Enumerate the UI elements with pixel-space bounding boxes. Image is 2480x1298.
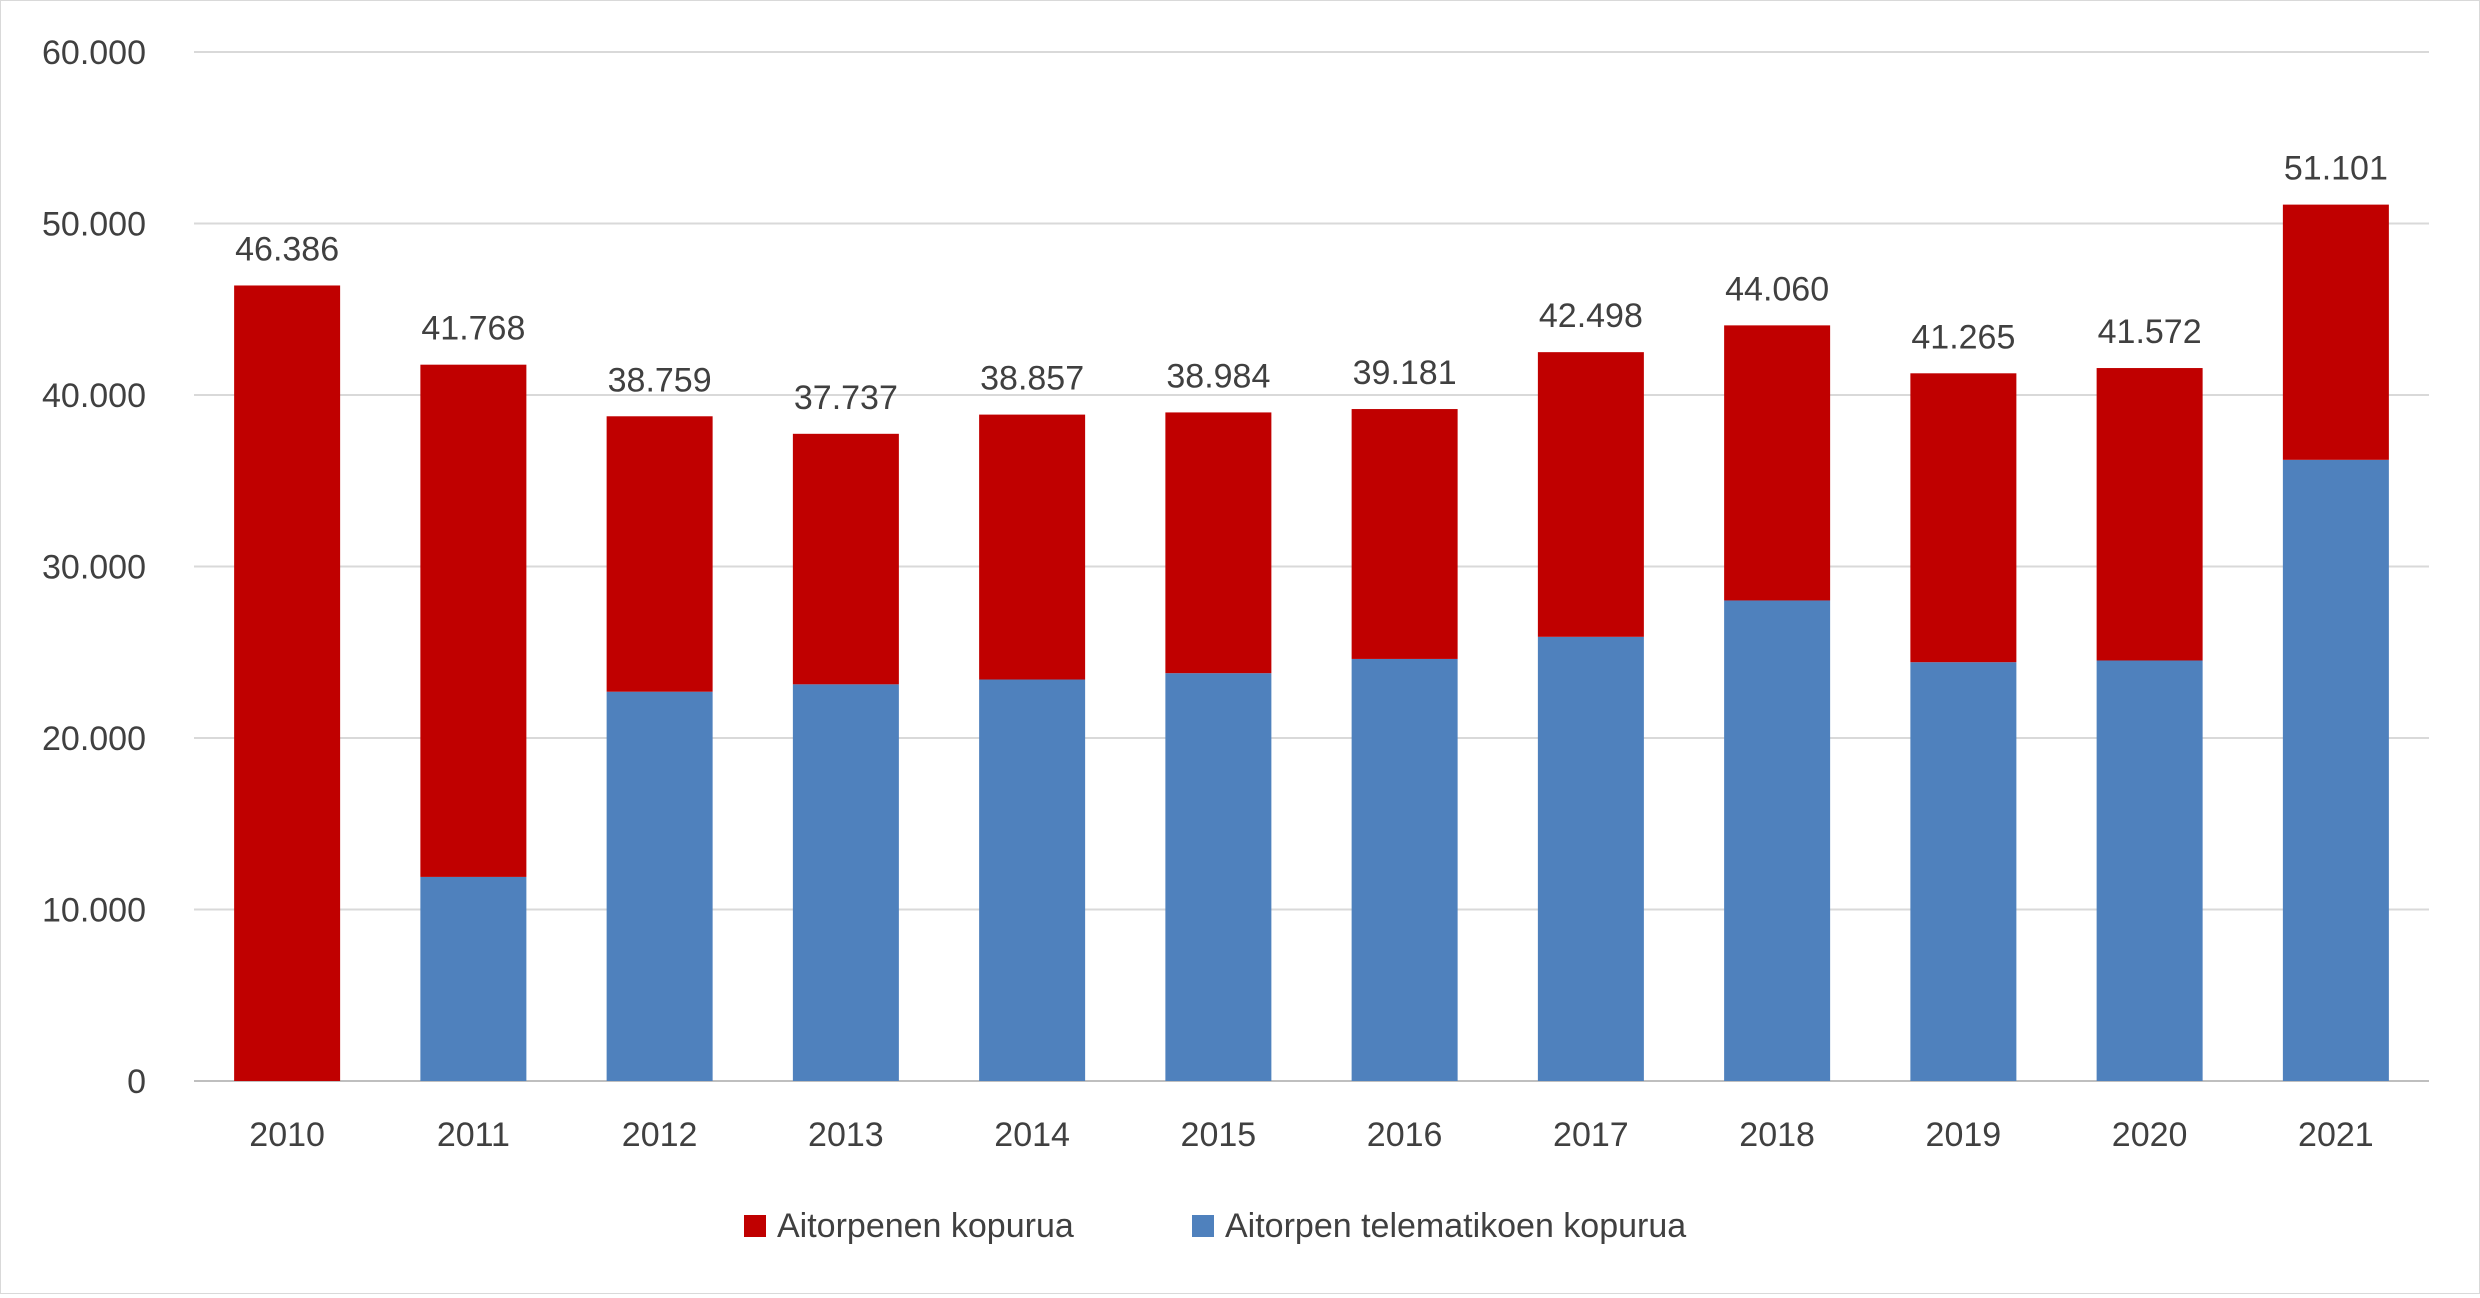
legend-label: Aitorpen telematikoen kopurua: [1225, 1207, 1686, 1245]
bar-total-2020: [2096, 368, 2203, 661]
bar-telematic-2014: [979, 679, 1086, 1081]
x-tick-label: 2014: [994, 1116, 1070, 1154]
y-tick-label: 30.000: [42, 549, 146, 587]
data-label: 37.737: [794, 379, 898, 417]
data-label: 38.759: [608, 361, 712, 399]
bar-total-2015: [1165, 412, 1272, 674]
bar-telematic-2013: [792, 684, 899, 1081]
y-tick-label: 50.000: [42, 206, 146, 244]
bar-total-2010: [234, 285, 341, 1081]
x-tick-label: 2018: [1739, 1116, 1815, 1154]
bar-total-2016: [1351, 409, 1458, 659]
x-tick-label: 2013: [808, 1116, 884, 1154]
x-tick-label: 2016: [1367, 1116, 1443, 1154]
x-tick-label: 2019: [1926, 1116, 2002, 1154]
data-label: 38.984: [1166, 357, 1270, 395]
y-tick-label: 0: [127, 1063, 146, 1101]
data-label: 38.857: [980, 360, 1084, 398]
x-tick-label: 2010: [249, 1116, 325, 1154]
bar-telematic-2016: [1351, 658, 1458, 1081]
data-label: 44.060: [1725, 270, 1829, 308]
data-label: 46.386: [235, 230, 339, 268]
bar-total-2013: [792, 433, 899, 685]
y-tick-label: 20.000: [42, 720, 146, 758]
legend: Aitorpenen kopurua Aitorpen telematikoen …: [744, 1207, 1686, 1245]
bar-telematic-2021: [2282, 459, 2389, 1081]
legend-swatch: [744, 1215, 766, 1237]
data-label: 41.265: [1911, 318, 2015, 356]
data-label: 41.572: [2098, 313, 2202, 351]
x-tick-label: 2012: [622, 1116, 698, 1154]
x-tick-label: 2017: [1553, 1116, 1629, 1154]
x-tick-label: 2021: [2298, 1116, 2374, 1154]
data-label: 41.768: [421, 310, 525, 348]
y-tick-label: 10.000: [42, 892, 146, 930]
bar-total-2011: [420, 364, 527, 877]
bar-total-2021: [2282, 204, 2389, 460]
legend-swatch: [1192, 1215, 1214, 1237]
bar-total-2019: [1910, 373, 2017, 663]
bar-telematic-2017: [1537, 636, 1644, 1081]
data-label: 51.101: [2284, 150, 2388, 188]
y-tick-label: 40.000: [42, 377, 146, 415]
x-tick-label: 2015: [1181, 1116, 1257, 1154]
bar-telematic-2012: [606, 691, 713, 1081]
legend-label: Aitorpenen kopurua: [777, 1207, 1074, 1245]
x-tick-label: 2020: [2112, 1116, 2188, 1154]
bar-telematic-2015: [1165, 673, 1272, 1081]
y-tick-label: 60.000: [42, 34, 146, 72]
bar-total-2018: [1724, 325, 1831, 601]
bar-telematic-2020: [2096, 660, 2203, 1081]
data-label: 39.181: [1353, 354, 1457, 392]
bar-total-2012: [606, 416, 713, 692]
x-tick-label: 2011: [437, 1116, 510, 1154]
bar-telematic-2018: [1724, 600, 1831, 1081]
bar-telematic-2011: [420, 876, 527, 1081]
bar-total-2017: [1537, 352, 1644, 637]
bar-telematic-2019: [1910, 662, 2017, 1081]
data-label: 42.498: [1539, 297, 1643, 335]
bar-total-2014: [979, 414, 1086, 680]
